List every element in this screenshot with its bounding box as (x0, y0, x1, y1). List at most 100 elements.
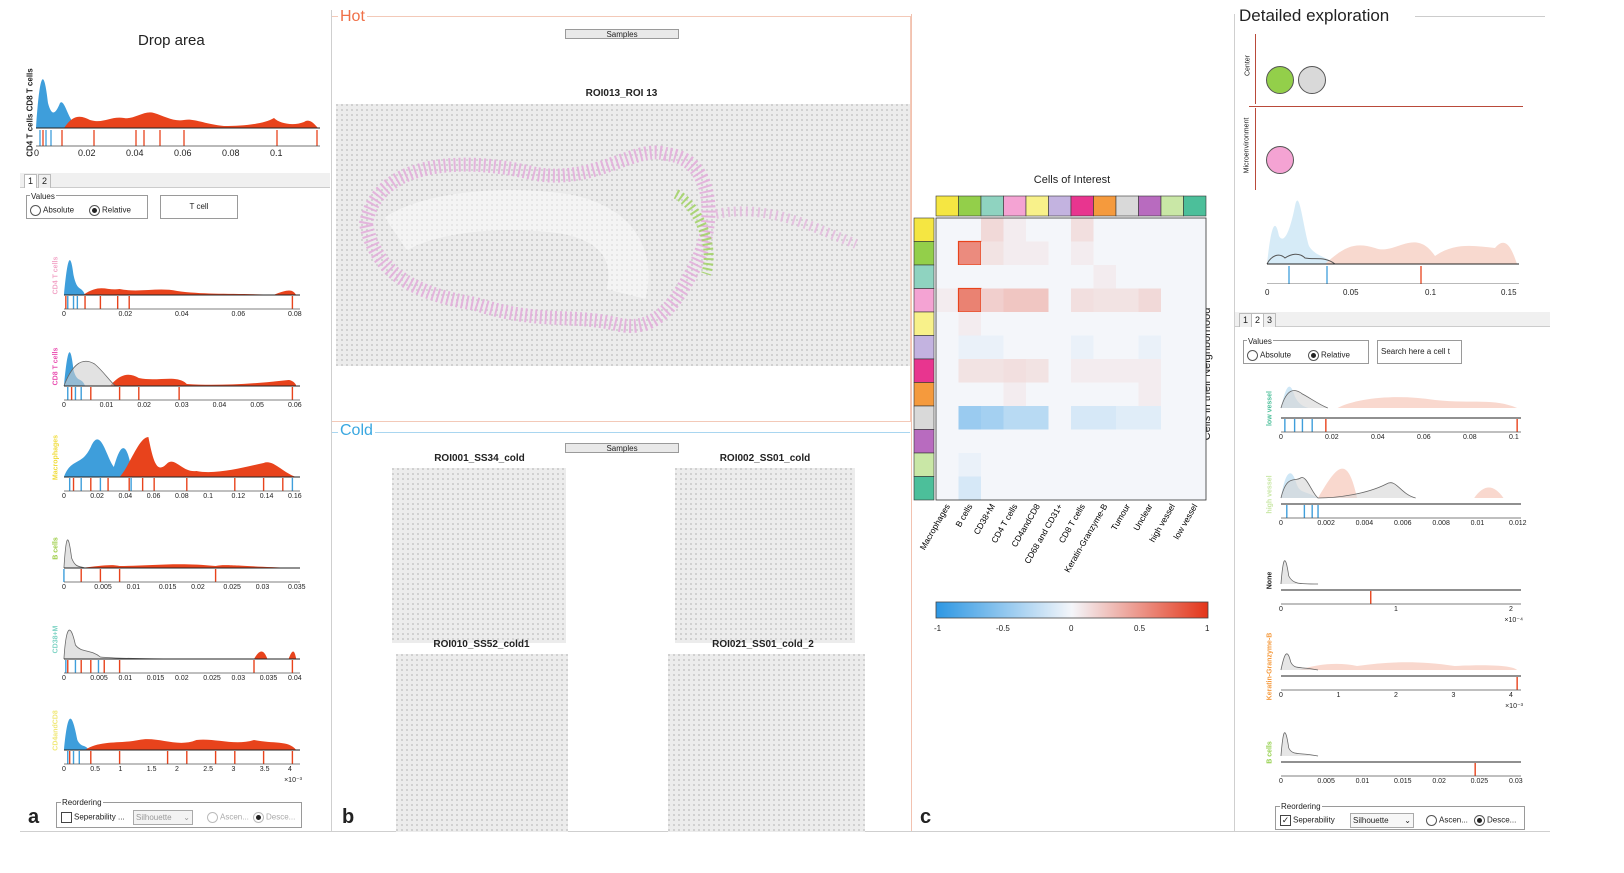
axis-exponent: ×10⁻⁴ (1504, 617, 1523, 624)
density-curve (1280, 732, 1521, 777)
cold-samples-button[interactable]: Samples (565, 443, 679, 453)
row-swatch (913, 476, 935, 501)
heatmap-column-label: Macrophages (918, 502, 952, 552)
tab-1[interactable]: 1 (24, 174, 38, 188)
axis-exponent: ×10⁻³ (1505, 703, 1523, 710)
heatmap-cell (957, 240, 982, 266)
ascending-label: Ascen... (220, 812, 249, 822)
heatmap-cell (1093, 265, 1116, 289)
heatmap-cell (1093, 406, 1116, 430)
density-plot-ticks: 0 0.005 0.01 0.015 0.02 0.025 0.03 (1279, 778, 1523, 788)
row-swatch (913, 405, 935, 430)
density-curve (63, 539, 300, 583)
heatmap-cell (1026, 335, 1049, 359)
density-plot-ticks: 0 0.005 0.01 0.015 0.02 0.025 0.03 0.035 (62, 584, 306, 594)
heatmap-cell (1003, 359, 1026, 383)
heatmap-cell (958, 429, 981, 453)
values-group-d: Values Absolute Relative (1243, 337, 1369, 364)
cell-search-placeholder: Search here a cell t (1381, 347, 1450, 356)
density-plot-label: B cells (52, 537, 60, 560)
heatmap-cell (981, 382, 1004, 406)
heatmap-cell (1161, 335, 1184, 359)
cell-type-value: T cell (189, 202, 209, 211)
heatmap-cell (1161, 382, 1184, 406)
tick: 0.04 (118, 493, 133, 500)
drop-area-density-plot[interactable] (34, 58, 324, 163)
column-swatch (1070, 195, 1094, 217)
heatmap-cell (1003, 265, 1026, 289)
tick: 0.04 (288, 675, 302, 682)
heatmap-cell (936, 241, 959, 265)
hot-roi-image[interactable] (336, 104, 910, 366)
heatmap-column-label: B cells (953, 502, 974, 529)
micro-circle-pink[interactable] (1266, 146, 1294, 174)
cold-roi-image-4[interactable] (668, 654, 865, 832)
tab-2[interactable]: 2 (38, 174, 52, 188)
tick: 0.14 (259, 493, 274, 500)
center-circle-green[interactable] (1266, 66, 1294, 94)
cold-roi-title-1: ROI001_SS34_cold (434, 453, 525, 464)
tick: 0 (62, 766, 66, 773)
hot-samples-button[interactable]: Samples (565, 29, 679, 39)
cell-type-field[interactable]: T cell (160, 195, 238, 219)
heatmap-cell (1183, 429, 1206, 453)
ascending-radio[interactable]: Ascen... (207, 812, 249, 823)
density-plot-label: CD4 T cells (52, 256, 60, 295)
column-swatch (935, 195, 959, 217)
tick: 0.02 (90, 493, 104, 500)
heatmap-cell (1116, 241, 1139, 265)
heatmap-cell (958, 453, 981, 477)
cold-roi-image-3[interactable] (396, 654, 568, 832)
tick: 0 (1279, 606, 1283, 613)
separability-checkbox[interactable]: Seperability ... (61, 812, 125, 823)
tick: 0 (62, 584, 66, 591)
heatmap-cell (1138, 288, 1161, 312)
tick: 0 (1279, 520, 1283, 527)
separability-checkbox-d[interactable]: ✓ Seperability (1280, 815, 1335, 826)
cold-roi-image-1[interactable] (392, 468, 566, 643)
heatmap-cell (1071, 476, 1094, 500)
cell-search-input[interactable]: Search here a cell t (1377, 340, 1462, 364)
chevron-down-icon: ⌄ (1404, 816, 1411, 825)
tick: 0.04 (126, 148, 144, 158)
heatmap-cell (1071, 382, 1094, 406)
overview-density-plot[interactable] (1265, 186, 1523, 284)
measure-select-d[interactable]: Silhouette ⌄ (1350, 813, 1414, 828)
tick: 0.03 (255, 584, 270, 591)
heatmap-cell (981, 335, 1004, 359)
cold-label: Cold (338, 422, 375, 440)
heatmap-cell (981, 312, 1004, 336)
ascending-radio-d[interactable]: Ascen... (1426, 815, 1468, 826)
tick: 0.08 (1463, 434, 1477, 441)
heatmap-cell (1003, 382, 1026, 406)
column-swatch (1093, 195, 1117, 217)
colorbar-ticks: -1 -0.5 0 0.5 1 (934, 624, 1224, 636)
heatmap-cell (958, 335, 981, 359)
density-plot-label: low vessel (1266, 390, 1274, 427)
absolute-radio[interactable]: Absolute (30, 205, 74, 216)
descending-radio-d[interactable]: Desce... (1474, 815, 1516, 826)
density-plot-ticks: 0 0.5 1 1.5 2 2.5 3 3.5 4 ×10⁻³ (62, 766, 302, 784)
descending-radio[interactable]: Desce... (253, 812, 295, 823)
absolute-radio-d[interactable]: Absolute (1247, 350, 1291, 361)
drop-area-title: Drop area (138, 32, 205, 49)
tab-d-3[interactable]: 3 (1263, 313, 1277, 327)
tick: 0.005 (1317, 778, 1335, 785)
relative-radio[interactable]: Relative (89, 205, 131, 216)
heatmap-cell (1003, 288, 1026, 312)
tick: 0.06 (174, 148, 192, 158)
heatmap-cell (936, 218, 959, 242)
center-circle-gray[interactable] (1298, 66, 1326, 94)
tick: 0.01 (1355, 778, 1370, 785)
heatmap-cell (981, 265, 1004, 289)
heatmap-cell (1003, 218, 1026, 242)
heatmap-cell (1048, 429, 1071, 453)
cold-roi-image-2[interactable] (675, 468, 855, 643)
column-swatch (1138, 195, 1162, 217)
measure-select[interactable]: Silhouette ⌄ (133, 810, 193, 825)
relative-radio-d[interactable]: Relative (1308, 350, 1350, 361)
heatmap-cell (1183, 218, 1206, 242)
tick: 0.1 (1425, 288, 1437, 297)
heatmap-cell (1183, 382, 1206, 406)
